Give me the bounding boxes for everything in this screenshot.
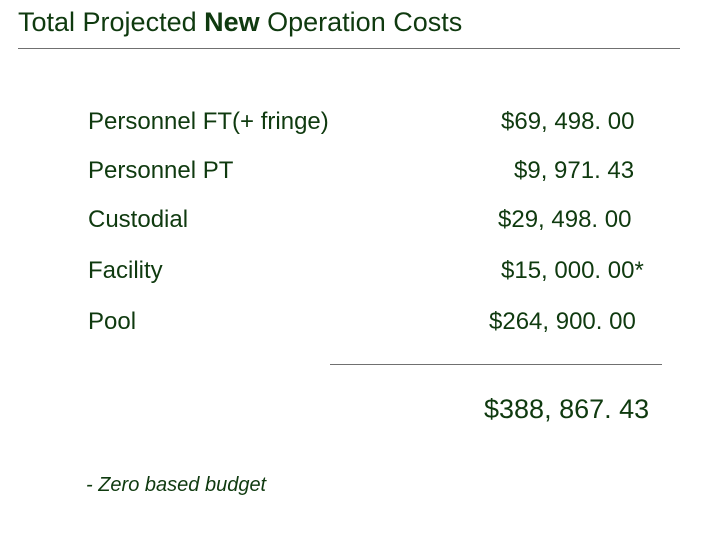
- cost-amount: $9, 971. 43: [514, 157, 635, 184]
- cost-label: Facility: [88, 257, 163, 284]
- title-suffix: Operation Costs: [259, 7, 463, 37]
- title-prefix: Total Projected: [18, 7, 205, 37]
- cost-amount: $15, 000. 00*: [501, 257, 644, 284]
- footnote: - Zero based budget: [86, 474, 267, 496]
- title-emphasis: New: [204, 7, 260, 37]
- slide-title: Total Projected New Operation Costs: [18, 7, 462, 38]
- cost-label: Pool: [88, 308, 137, 335]
- cost-label: Custodial: [88, 206, 189, 233]
- title-divider: [18, 48, 680, 49]
- cost-label: Personnel PT: [88, 157, 234, 184]
- cost-label: Personnel FT(+ fringe): [88, 108, 329, 135]
- cost-amount: $69, 498. 00: [501, 108, 635, 135]
- cost-amount: $264, 900. 00: [489, 308, 636, 335]
- cost-amount: $29, 498. 00: [498, 206, 632, 233]
- total-amount: $388, 867. 43: [484, 394, 650, 424]
- sum-divider: [330, 364, 662, 365]
